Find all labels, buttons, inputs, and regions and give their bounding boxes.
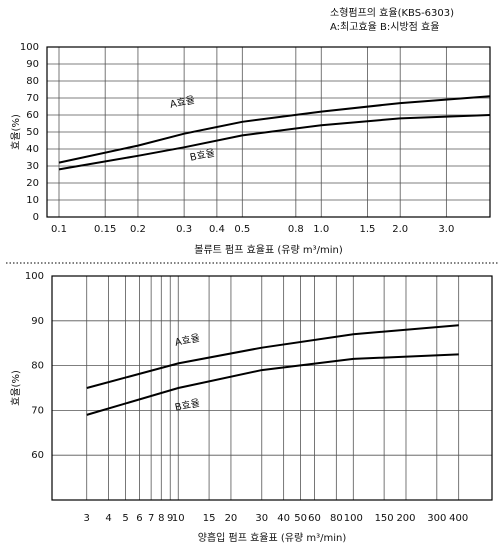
y-tick-label: 20 xyxy=(26,178,39,189)
x-tick-label: 400 xyxy=(449,513,468,524)
x-tick-label: 5 xyxy=(122,513,128,524)
x-tick-label: 0.4 xyxy=(209,224,225,235)
x-tick-label: 4 xyxy=(105,513,111,524)
x-tick-label: 10 xyxy=(172,513,185,524)
y-tick-label: 0 xyxy=(33,212,39,223)
x-tick-label: 7 xyxy=(148,513,154,524)
x-tick-label: 0.3 xyxy=(176,224,192,235)
y-tick-label: 100 xyxy=(25,271,44,282)
plot-frame xyxy=(51,275,493,501)
x-tick-label: 80 xyxy=(330,513,343,524)
x-tick-label: 1.5 xyxy=(359,224,375,235)
x-tick-label: 100 xyxy=(344,513,363,524)
x-tick-label: 1.0 xyxy=(313,224,329,235)
x-axis-label: 양흡입 펌프 효율표 (유량 m³/min) xyxy=(198,531,347,544)
y-axis-label: 효율(%) xyxy=(10,114,22,150)
y-tick-label: 100 xyxy=(20,42,39,53)
x-tick-label: 200 xyxy=(396,513,415,524)
x-tick-label: 300 xyxy=(427,513,446,524)
x-tick-label: 0.5 xyxy=(234,224,250,235)
plot-frame xyxy=(46,46,491,218)
x-tick-label: 30 xyxy=(255,513,268,524)
y-tick-label: 60 xyxy=(31,450,44,461)
x-tick-label: 2.0 xyxy=(392,224,408,235)
y-tick-label: 40 xyxy=(26,144,39,155)
y-tick-label: 90 xyxy=(31,316,44,327)
header-subtitle: A:최고효율 B:시방점 효율 xyxy=(330,21,439,33)
y-tick-label: 70 xyxy=(31,405,44,416)
annotation: A효율 xyxy=(169,94,196,111)
x-tick-label: 150 xyxy=(375,513,394,524)
x-tick-label: 0.15 xyxy=(94,224,116,235)
series-line xyxy=(58,114,491,171)
x-tick-label: 50 xyxy=(294,513,307,524)
x-tick-label: 3.0 xyxy=(438,224,454,235)
y-tick-label: 80 xyxy=(31,361,44,372)
x-tick-label: 15 xyxy=(203,513,216,524)
y-tick-label: 90 xyxy=(26,59,39,70)
x-tick-label: 0.1 xyxy=(51,224,67,235)
y-tick-label: 70 xyxy=(26,93,39,104)
x-tick-label: 60 xyxy=(308,513,321,524)
x-tick-label: 0.8 xyxy=(288,224,304,235)
y-tick-label: 80 xyxy=(26,76,39,87)
y-tick-label: 50 xyxy=(26,127,39,138)
y-tick-label: 60 xyxy=(26,110,39,121)
x-axis-label: 볼류트 펌프 효율표 (유량 m³/min) xyxy=(194,244,343,256)
x-tick-label: 9 xyxy=(167,513,173,524)
annotation: B효율 xyxy=(189,147,216,164)
x-tick-label: 8 xyxy=(158,513,164,524)
x-tick-label: 20 xyxy=(225,513,238,524)
y-tick-label: 10 xyxy=(26,195,39,206)
x-tick-label: 0.2 xyxy=(130,224,146,235)
x-tick-label: 6 xyxy=(136,513,142,524)
annotation: B효율 xyxy=(174,397,201,414)
annotation: A효율 xyxy=(174,332,201,349)
x-tick-label: 40 xyxy=(277,513,290,524)
series-line xyxy=(86,324,459,389)
series-line xyxy=(58,95,491,164)
header-title: 소형펌프의 효율(KBS-6303) xyxy=(330,7,454,19)
x-tick-label: 3 xyxy=(84,513,90,524)
y-tick-label: 30 xyxy=(26,161,39,172)
series-line xyxy=(86,353,459,416)
y-axis-label: 효율(%) xyxy=(10,370,22,406)
